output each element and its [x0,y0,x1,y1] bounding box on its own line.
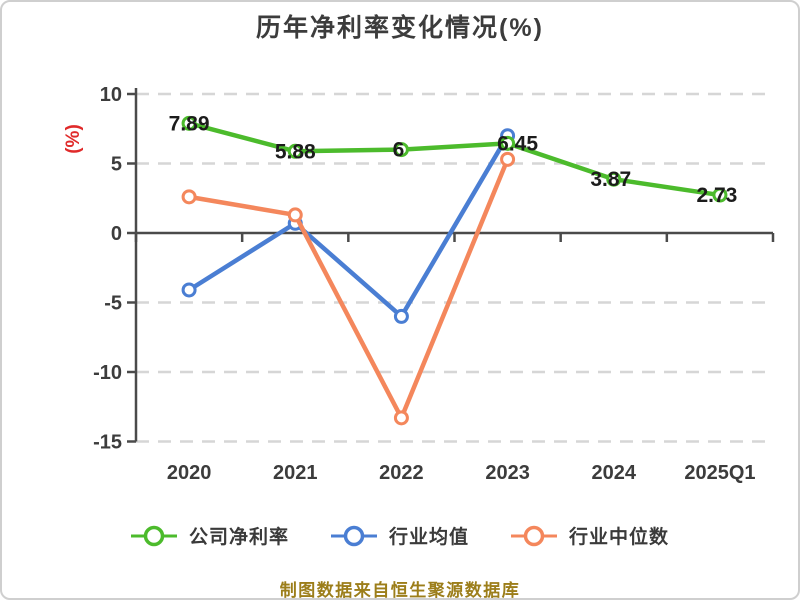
x-tick-label: 2021 [273,462,318,484]
legend-swatch-marker [343,525,365,546]
legend-swatch-icon [330,525,377,546]
legend-label: 行业中位数 [569,527,670,548]
legend-swatch-marker [523,525,545,546]
data-point-marker [287,207,303,223]
legend-swatch-icon [511,525,557,546]
legend-swatch-marker [143,525,165,546]
legend-item-industry-mean: 行业均值 [330,522,469,549]
data-point-label: 3.87 [590,168,631,191]
legend-swatch-icon [130,525,177,546]
chart-title: 历年净利率变化情况(%) [256,14,544,42]
data-point-marker [181,115,197,131]
data-point-marker [393,142,409,158]
y-tick-label: -15 [93,432,122,454]
series-line-2 [186,157,510,421]
x-tick-label: 2020 [167,462,212,484]
y-tick-label: 10 [100,84,122,106]
legend-item-company-net-margin: 公司净利率 [130,522,289,549]
data-point-label: 2.73 [696,184,737,207]
legend: 公司净利率 行业均值 行业中位数 [2,522,798,549]
series-line-0 [186,121,723,198]
x-tick-label: 2022 [379,462,424,484]
legend-label: 公司净利率 [188,527,289,548]
data-point-label: 6.45 [497,132,538,155]
data-point-marker [181,189,197,205]
legend-label: 行业均值 [388,527,469,548]
data-point-marker [181,282,197,298]
data-point-marker [500,135,516,151]
x-tick-label: 2024 [592,462,637,484]
data-source-note: 制图数据来自恒生聚源数据库 [279,581,521,600]
x-tick-label: 2025Q1 [684,462,755,484]
data-point-label: 6 [393,139,405,162]
legend-item-industry-median: 行业中位数 [511,522,669,549]
data-point-marker [393,410,409,426]
data-point-marker [393,308,409,324]
y-tick-label: 5 [111,154,122,176]
data-point-marker [500,151,516,167]
data-point-marker [287,143,303,159]
y-tick-label: 0 [111,223,122,245]
data-point-marker [712,187,728,203]
series-line-1 [186,133,510,319]
y-tick-label: -5 [104,293,122,315]
data-point-label: 5.88 [275,140,316,163]
data-point-marker [606,171,622,187]
data-point-label: 7.89 [169,112,210,135]
y-tick-label: -10 [93,362,122,384]
x-tick-label: 2023 [485,462,530,484]
